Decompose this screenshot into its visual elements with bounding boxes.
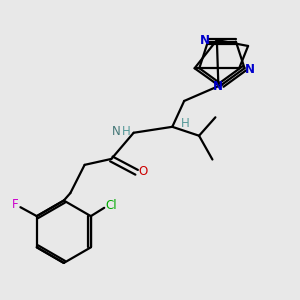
- Text: N: N: [212, 80, 223, 94]
- Text: O: O: [139, 165, 148, 178]
- Text: H: H: [122, 125, 130, 138]
- Text: N: N: [200, 34, 209, 46]
- Text: N: N: [245, 63, 255, 76]
- Text: F: F: [12, 198, 18, 211]
- Text: H: H: [181, 117, 190, 130]
- Text: Cl: Cl: [105, 199, 117, 212]
- Text: N: N: [111, 125, 120, 138]
